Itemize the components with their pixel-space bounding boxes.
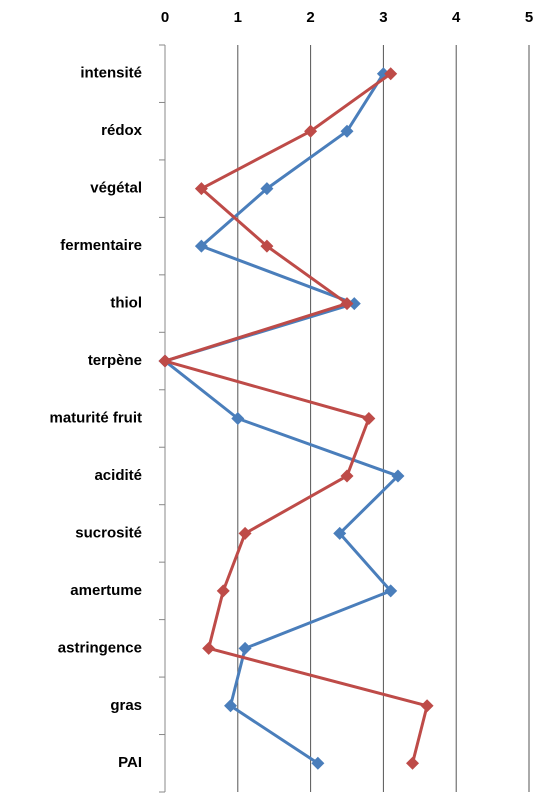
data-marker	[158, 354, 172, 368]
y-tick-label: végétal	[90, 180, 142, 197]
data-marker	[238, 526, 252, 540]
x-tick-label: 0	[161, 9, 169, 26]
data-marker	[340, 124, 354, 138]
data-marker	[260, 182, 274, 196]
y-tick-label: amertume	[70, 582, 142, 599]
data-marker	[340, 297, 354, 311]
x-tick-label: 2	[306, 9, 314, 26]
y-tick-label: thiol	[110, 295, 142, 312]
x-tick-label: 4	[452, 9, 461, 26]
data-marker	[340, 469, 354, 483]
data-marker	[260, 239, 274, 253]
data-marker	[238, 641, 252, 655]
data-marker	[384, 584, 398, 598]
data-marker	[224, 699, 238, 713]
y-tick-label: gras	[110, 697, 142, 714]
y-tick-label: terpène	[88, 352, 142, 369]
y-tick-label: intensité	[80, 65, 142, 82]
x-tick-label: 1	[234, 9, 242, 26]
data-marker	[384, 67, 398, 81]
y-tick-label: sucrosité	[75, 524, 142, 541]
data-marker	[311, 756, 325, 770]
data-marker	[333, 526, 347, 540]
data-marker	[202, 641, 216, 655]
y-tick-label: astringence	[58, 639, 142, 656]
data-marker	[304, 124, 318, 138]
y-tick-label: acidité	[94, 467, 142, 484]
data-marker	[194, 182, 208, 196]
data-marker	[216, 584, 230, 598]
data-marker	[406, 756, 420, 770]
data-marker	[194, 239, 208, 253]
data-marker	[420, 699, 434, 713]
data-marker	[391, 469, 405, 483]
y-tick-label: fermentaire	[60, 237, 142, 254]
data-marker	[362, 412, 376, 425]
x-tick-label: 5	[525, 9, 533, 26]
y-tick-label: rédox	[101, 122, 143, 139]
x-tick-label: 3	[379, 9, 387, 26]
y-tick-label: maturité fruit	[49, 409, 142, 426]
data-marker	[231, 412, 245, 425]
y-tick-label: PAI	[118, 754, 142, 771]
series-line	[163, 72, 429, 764]
data-marker	[347, 297, 361, 311]
